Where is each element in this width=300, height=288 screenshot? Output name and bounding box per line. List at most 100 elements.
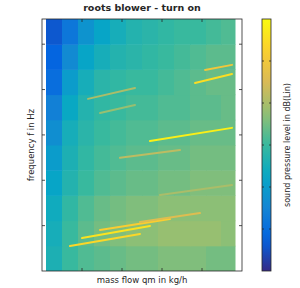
- heat-cell: [78, 69, 95, 95]
- heat-cell: [62, 221, 79, 247]
- harmonic-line: [100, 105, 135, 113]
- heat-cell: [221, 69, 236, 95]
- heat-cell: [62, 195, 79, 221]
- heat-cell: [158, 221, 175, 247]
- heat-cell: [78, 195, 95, 221]
- heat-cell: [46, 170, 63, 196]
- heat-cell: [221, 95, 236, 121]
- heat-cell: [142, 95, 159, 121]
- colorbar-tick: [262, 229, 264, 230]
- heat-cell: [206, 195, 222, 221]
- heat-cell: [142, 221, 159, 247]
- heat-cell: [206, 69, 222, 95]
- x-tick: [162, 19, 163, 22]
- heat-cell: [94, 170, 111, 196]
- heat-cell: [94, 69, 111, 95]
- chart: roots blower - turn onmass flow qm in kg…: [0, 0, 300, 288]
- heat-cell: [221, 221, 236, 247]
- x-tick: [202, 268, 203, 271]
- heat-cell: [110, 120, 127, 146]
- y-tick: [239, 44, 242, 45]
- heat-cell: [94, 44, 111, 70]
- y-tick: [239, 89, 242, 90]
- harmonic-line: [205, 65, 232, 70]
- harmonic-line: [70, 234, 140, 246]
- heat-cell: [62, 69, 79, 95]
- colorbar-tick: [262, 145, 264, 146]
- x-tick: [82, 19, 83, 22]
- heat-cell: [110, 44, 127, 70]
- heat-cell: [62, 95, 79, 121]
- heat-cell: [110, 246, 127, 271]
- colorbar-tick: [262, 187, 264, 188]
- heat-cell: [190, 221, 207, 247]
- y-tick: [239, 225, 242, 226]
- heat-cell: [126, 170, 143, 196]
- heat-cell: [110, 19, 127, 45]
- heat-cell: [46, 19, 63, 45]
- plot-background: [42, 19, 242, 271]
- heat-cell: [46, 120, 63, 146]
- heat-cell: [94, 145, 111, 171]
- y-tick: [42, 44, 45, 45]
- harmonic-line: [140, 213, 200, 222]
- heat-cell: [174, 44, 191, 70]
- harmonic-line: [120, 150, 180, 158]
- plot-frame: [42, 19, 242, 271]
- heat-cell: [221, 19, 236, 45]
- y-tick: [239, 180, 242, 181]
- y-tick: [42, 134, 45, 135]
- heat-cell: [158, 44, 175, 70]
- heat-cell: [110, 170, 127, 196]
- heat-cell: [174, 246, 191, 271]
- harmonic-line: [88, 88, 135, 99]
- heat-cell: [158, 19, 175, 45]
- heat-cell: [62, 170, 79, 196]
- heat-cell: [221, 246, 236, 271]
- y-tick: [42, 180, 45, 181]
- heat-cell: [142, 246, 159, 271]
- heat-cell: [190, 246, 207, 271]
- heat-cell: [190, 170, 207, 196]
- colorbar-tick: [269, 229, 271, 230]
- heat-cell: [126, 69, 143, 95]
- colorbar-tick: [269, 145, 271, 146]
- heat-cell: [94, 195, 111, 221]
- x-tick: [162, 268, 163, 271]
- heat-cell: [78, 44, 95, 70]
- heat-cell: [174, 120, 191, 146]
- heat-cell: [94, 246, 111, 271]
- heat-cell: [174, 19, 191, 45]
- heat-cell: [206, 44, 222, 70]
- heat-cell: [158, 246, 175, 271]
- heat-cell: [206, 19, 222, 45]
- heat-cell: [206, 95, 222, 121]
- heat-cell: [46, 195, 63, 221]
- heat-cell: [142, 44, 159, 70]
- plot-area: [46, 19, 236, 271]
- heat-cell: [142, 69, 159, 95]
- heat-cell: [221, 195, 236, 221]
- heat-cell: [126, 120, 143, 146]
- heat-cell: [78, 246, 95, 271]
- heat-cell: [190, 145, 207, 171]
- heat-cell: [190, 195, 207, 221]
- y-tick: [42, 89, 45, 90]
- x-axis-label: mass flow qm in kg/h: [97, 275, 188, 285]
- heat-cell: [174, 221, 191, 247]
- heat-cell: [206, 221, 222, 247]
- heat-cell: [62, 44, 79, 70]
- heat-cell: [46, 95, 63, 121]
- heat-cell: [221, 170, 236, 196]
- heat-cell: [174, 145, 191, 171]
- heat-cell: [62, 120, 79, 146]
- harmonic-line: [195, 74, 232, 83]
- y-tick: [42, 225, 45, 226]
- heat-cell: [62, 19, 79, 45]
- heat-cell: [158, 120, 175, 146]
- colorbar-tick: [269, 61, 271, 62]
- heat-cell: [190, 19, 207, 45]
- heat-cell: [126, 246, 143, 271]
- heat-cell: [158, 69, 175, 95]
- heat-cell: [221, 120, 236, 146]
